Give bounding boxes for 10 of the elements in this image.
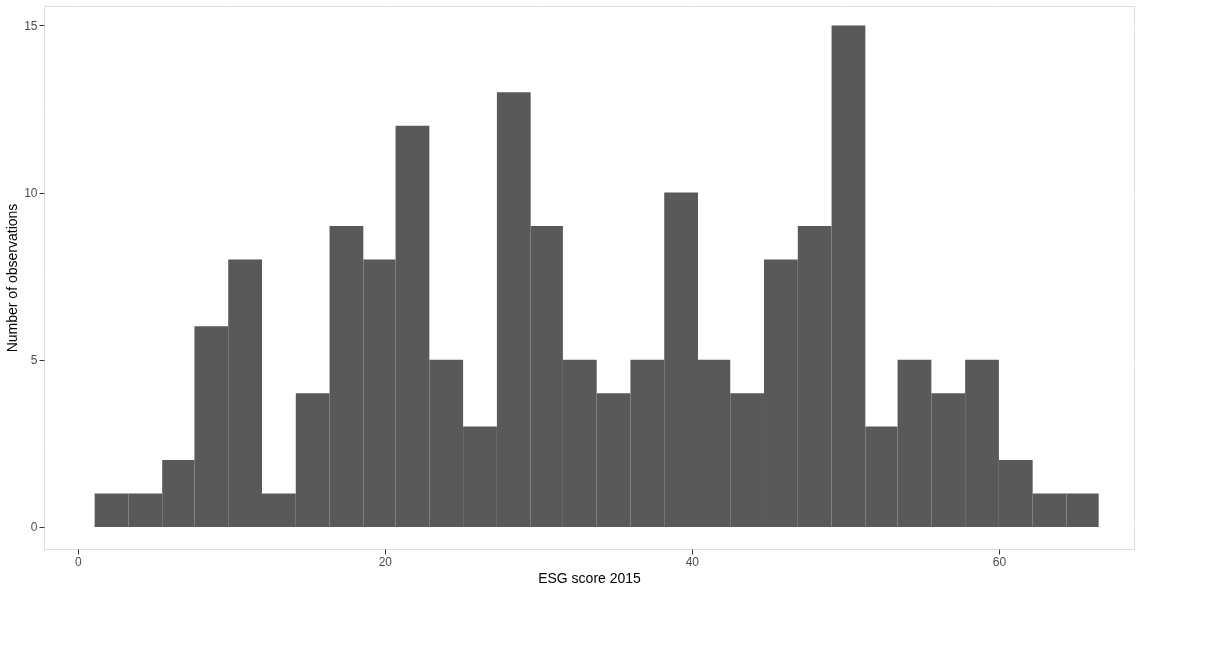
y-tick-label: 0 — [30, 520, 38, 535]
x-tick-label: 40 — [685, 554, 700, 569]
y-tick-label: 15 — [24, 18, 38, 33]
x-axis-title: ESG score 2015 — [538, 569, 642, 586]
x-tick-label: 0 — [74, 554, 82, 569]
y-axis-title: Number of observations — [4, 203, 21, 353]
x-tick-label: 60 — [992, 554, 1007, 569]
y-tick-label: 5 — [30, 353, 38, 368]
y-tick-label: 10 — [24, 186, 38, 201]
x-tick-label: 20 — [378, 554, 393, 569]
